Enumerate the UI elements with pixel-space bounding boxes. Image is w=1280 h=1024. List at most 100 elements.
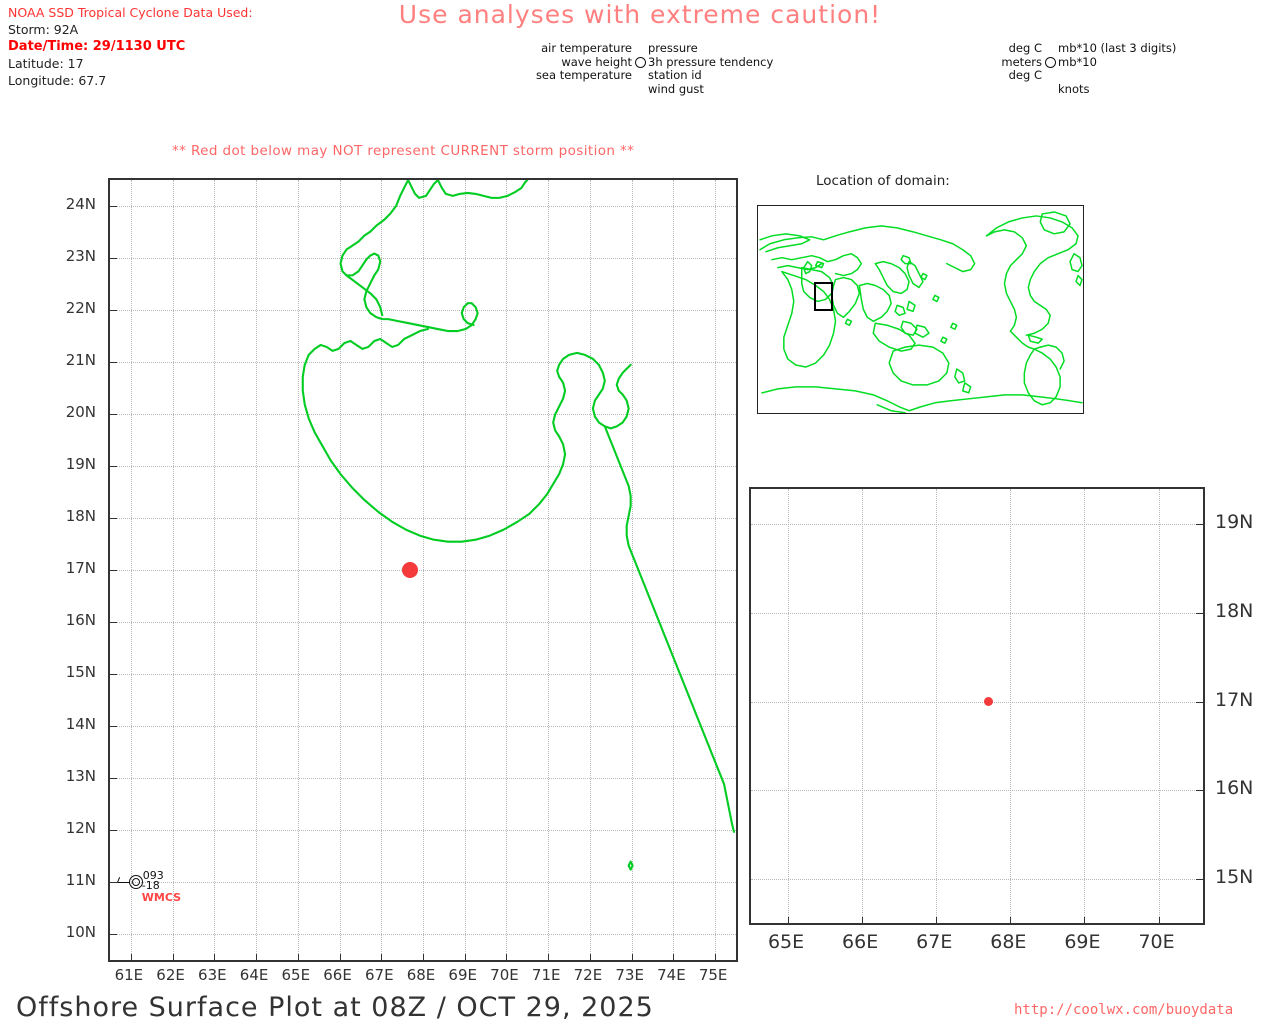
y-tickmark xyxy=(110,206,117,207)
gridline-horizontal xyxy=(110,570,736,571)
y-axis-tick-label: 18N xyxy=(1215,600,1254,622)
station-circle-outer-icon xyxy=(128,875,143,889)
detail-map-gridlines xyxy=(751,489,1203,923)
gridline-horizontal xyxy=(110,258,736,259)
gridline-vertical xyxy=(1010,489,1012,923)
gridline-horizontal xyxy=(110,934,736,935)
x-tickmark xyxy=(339,954,341,960)
station-model-legend-labels: air temperature pressure wave height 3h … xyxy=(524,41,828,96)
x-axis-tick-label: 68E xyxy=(990,931,1027,953)
gridline-horizontal xyxy=(110,362,736,363)
y-tickmark xyxy=(110,830,117,831)
y-axis-tick-label: 24N xyxy=(65,195,96,213)
x-axis-tick-label: 73E xyxy=(615,966,644,984)
y-tickmark xyxy=(110,362,117,363)
y-axis-tick-label: 21N xyxy=(65,351,96,369)
main-map-panel[interactable]: 093 -18 WMCS xyxy=(108,178,738,962)
station-circle-inner-icon xyxy=(131,878,140,886)
y-axis-tick-label: 13N xyxy=(65,767,96,785)
x-tickmark xyxy=(297,954,299,960)
legend-sea-temperature-label: sea temperature xyxy=(535,68,632,82)
legend-pressure-unit: mb*10 (last 3 digits) xyxy=(1058,41,1177,55)
storm-info-block: NOAA SSD Tropical Cyclone Data Used: Sto… xyxy=(8,4,253,89)
x-tickmark xyxy=(381,954,383,960)
y-axis-tick-label: 19N xyxy=(1215,511,1254,534)
x-tickmark xyxy=(673,954,675,960)
x-tickmark xyxy=(715,954,717,960)
x-axis-tick-label: 61E xyxy=(114,966,144,984)
caution-banner: Use analyses with extreme caution! xyxy=(398,0,882,29)
x-axis-tick-label: 72E xyxy=(573,966,603,984)
legend-station-id-label: station id xyxy=(648,68,702,82)
gridline-horizontal xyxy=(110,674,736,675)
detail-map-panel[interactable] xyxy=(749,487,1205,925)
world-inset-panel[interactable] xyxy=(757,205,1084,414)
detail-storm-position-dot[interactable] xyxy=(983,697,993,707)
y-tickmark xyxy=(110,622,117,623)
y-tickmark xyxy=(110,570,117,571)
x-axis-tick-label: 68E xyxy=(406,966,436,984)
y-tickmark xyxy=(110,466,117,467)
y-tickmark xyxy=(110,882,117,883)
data-source-line: NOAA SSD Tropical Cyclone Data Used: xyxy=(8,5,253,20)
gridline-horizontal xyxy=(110,882,736,883)
x-tickmark xyxy=(1084,917,1086,923)
y-axis-tick-label: 16N xyxy=(65,611,96,629)
domain-extent-box xyxy=(813,281,833,311)
y-axis-tick-label: 20N xyxy=(65,403,96,421)
storm-position-dot[interactable] xyxy=(402,562,419,578)
legend-units-row-4: knots xyxy=(988,82,1238,97)
world-inset-coastline xyxy=(759,211,1083,413)
y-tickmark xyxy=(110,778,117,779)
station-circle-icon xyxy=(1042,56,1058,68)
station-model-legend-units: deg C mb*10 (last 3 digits) meters mb*10… xyxy=(988,41,1238,97)
x-axis-tick-label: 70E xyxy=(1138,931,1175,953)
x-tickmark xyxy=(130,954,132,960)
y-tickmark xyxy=(1196,701,1203,703)
source-url-link[interactable]: http://coolwx.com/buoydata xyxy=(1014,1002,1234,1018)
x-tickmark xyxy=(1158,917,1160,923)
y-axis-tick-label: 17N xyxy=(1215,688,1254,711)
legend-wind-gust-label: wind gust xyxy=(648,81,704,96)
x-tickmark xyxy=(788,917,790,923)
x-axis-tick-label: 74E xyxy=(657,966,686,984)
gridline-horizontal xyxy=(110,310,736,311)
gridline-horizontal xyxy=(110,518,736,519)
y-axis-tick-label: 12N xyxy=(65,819,96,837)
legend-row-1: air temperature pressure xyxy=(524,41,828,56)
y-tickmark xyxy=(1196,524,1203,526)
gridline-horizontal xyxy=(751,878,1203,880)
x-axis-tick-label: 64E xyxy=(239,966,269,984)
x-axis-tick-label: 75E xyxy=(698,966,728,984)
gridline-vertical xyxy=(788,489,790,923)
y-tickmark xyxy=(110,934,117,935)
gridline-vertical xyxy=(862,489,864,923)
y-axis-tick-label: 11N xyxy=(65,871,96,889)
gridline-horizontal xyxy=(110,778,736,779)
domain-location-title: Location of domain: xyxy=(816,173,950,189)
y-axis-tick-label: 14N xyxy=(65,715,96,733)
x-tickmark xyxy=(589,954,591,960)
x-tickmark xyxy=(256,954,258,960)
y-tickmark xyxy=(110,518,117,519)
y-tickmark xyxy=(110,414,117,415)
y-axis-tick-label: 17N xyxy=(65,559,96,577)
x-axis-tick-label: 62E xyxy=(156,966,185,984)
gridline-horizontal xyxy=(751,613,1203,614)
legend-units-row-2: meters mb*10 xyxy=(988,54,1238,70)
main-map-gridlines xyxy=(110,180,736,960)
x-tickmark xyxy=(548,954,550,960)
x-tickmark xyxy=(214,954,216,960)
gridline-vertical xyxy=(1084,489,1086,923)
wind-barb-icon xyxy=(117,881,130,883)
legend-units-row-3: deg C xyxy=(988,68,1238,83)
x-tickmark xyxy=(1010,917,1012,923)
legend-wave-height-unit: meters xyxy=(1001,54,1042,69)
x-tickmark xyxy=(631,954,633,960)
x-tickmark xyxy=(506,954,508,960)
station-id-label: WMCS xyxy=(141,891,182,904)
gridline-horizontal xyxy=(110,206,736,207)
x-axis-tick-label: 63E xyxy=(198,966,227,984)
datetime-label: Date/Time: 29/1130 UTC xyxy=(8,39,186,54)
x-axis-tick-label: 69E xyxy=(1064,931,1101,953)
